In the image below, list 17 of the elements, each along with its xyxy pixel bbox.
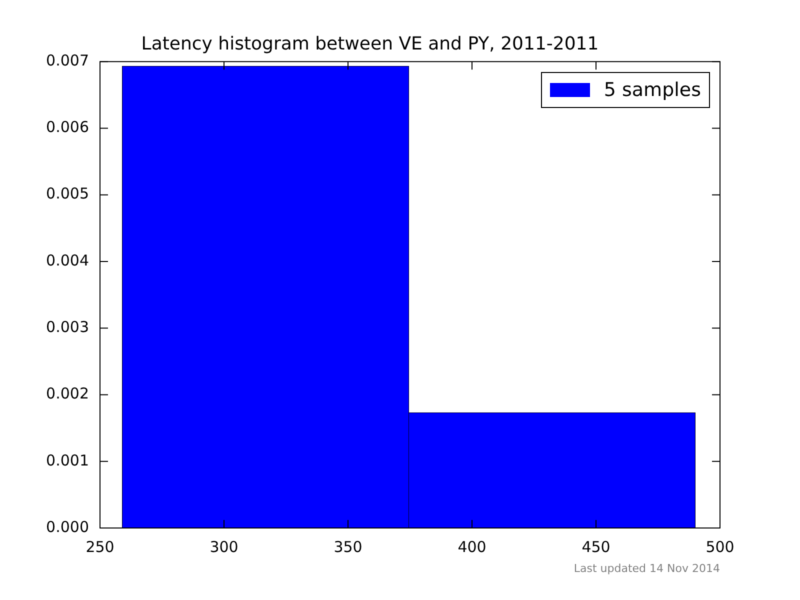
chart-title: Latency histogram between VE and PY, 2011-2011 bbox=[141, 33, 599, 54]
x-tick-label: 500 bbox=[706, 538, 734, 556]
text: Last updated 14 Nov 2014 bbox=[574, 562, 720, 575]
x-tick-label: 250 bbox=[86, 538, 114, 556]
y-tick-label: 0.001 bbox=[46, 451, 89, 470]
x-tick-label: 450 bbox=[582, 538, 610, 556]
y-tick-label: 0.002 bbox=[46, 384, 89, 403]
y-tick-label: 0.005 bbox=[46, 184, 89, 203]
y-tick-label: 0.004 bbox=[46, 251, 89, 270]
y-tick-label: 0.007 bbox=[46, 51, 89, 70]
x-tick-label: 350 bbox=[334, 538, 362, 556]
x-tick-label: 300 bbox=[210, 538, 238, 556]
y-tick-label: 0.006 bbox=[46, 118, 89, 136]
y-tick-label: 0.000 bbox=[46, 518, 89, 536]
legend-label: 5 samples bbox=[604, 78, 701, 101]
x-tick-label: 400 bbox=[458, 538, 486, 556]
y-tick-label: 0.003 bbox=[46, 318, 89, 336]
